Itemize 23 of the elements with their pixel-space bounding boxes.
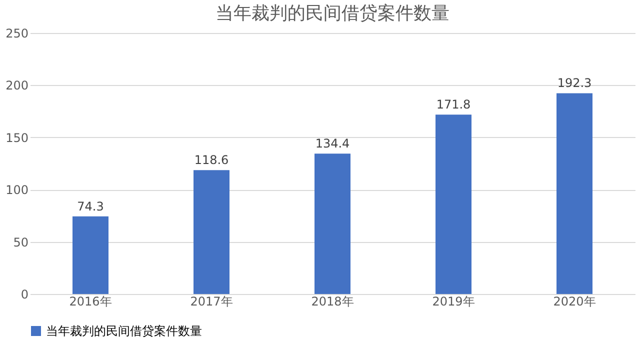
y-tick-label: 100 <box>6 183 28 198</box>
data-label: 171.8 <box>436 98 471 112</box>
data-label: 74.3 <box>77 199 104 214</box>
y-tick-label: 50 <box>13 235 28 250</box>
x-tick-label: 2017年 <box>190 294 233 308</box>
y-tick-label: 250 <box>6 26 28 40</box>
bar <box>556 93 592 294</box>
x-tick-label: 2020年 <box>553 294 596 308</box>
y-tick-label: 150 <box>6 130 28 145</box>
data-label: 134.4 <box>315 136 350 151</box>
x-tick-label: 2019年 <box>432 294 475 308</box>
data-label: 118.6 <box>194 153 229 168</box>
bar <box>314 154 350 294</box>
x-tick-label: 2016年 <box>69 294 112 308</box>
legend-label: 当年裁判的民间借贷案件数量 <box>46 324 202 338</box>
bar <box>194 170 230 294</box>
data-label: 192.3 <box>557 76 592 90</box>
y-tick-label: 0 <box>20 288 28 302</box>
x-tick-label: 2018年 <box>311 294 354 308</box>
chart-title: 当年裁判的民间借贷案件数量 <box>216 3 450 24</box>
bar <box>72 216 108 294</box>
bar <box>436 114 472 294</box>
y-tick-label: 200 <box>6 78 28 93</box>
